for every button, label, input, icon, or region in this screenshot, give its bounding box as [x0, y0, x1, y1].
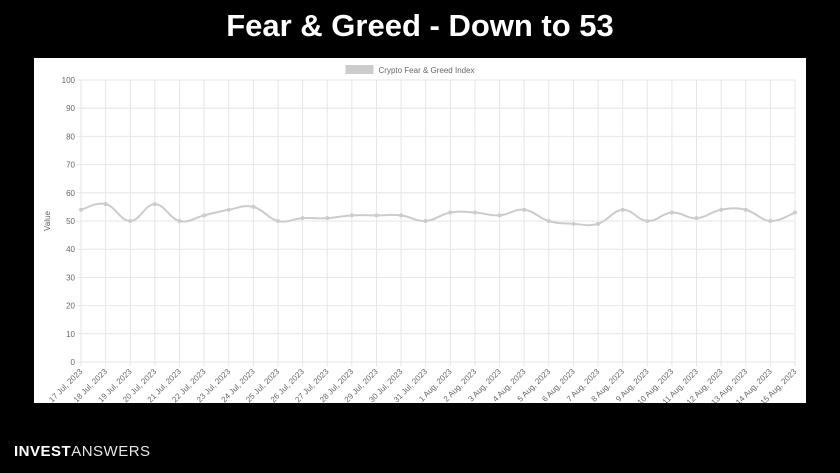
data-point [399, 213, 404, 218]
y-tick-label: 30 [66, 273, 75, 282]
y-tick-label: 20 [66, 302, 75, 311]
y-tick-label: 40 [66, 245, 75, 254]
y-tick-label: 100 [62, 76, 76, 85]
data-point [448, 210, 453, 215]
data-point [202, 213, 207, 218]
y-tick-label: 0 [71, 358, 76, 367]
data-point [103, 202, 108, 207]
data-point [472, 210, 477, 215]
y-tick-label: 10 [66, 330, 75, 339]
data-point [423, 219, 428, 223]
data-point [719, 207, 724, 212]
data-point [251, 204, 256, 209]
data-point [152, 202, 157, 207]
data-point [522, 207, 527, 212]
series-line [80, 202, 796, 227]
data-point [669, 210, 674, 215]
data-point [128, 219, 133, 223]
data-point [571, 221, 576, 226]
data-point [620, 207, 625, 212]
data-point [79, 207, 83, 212]
legend-swatch [345, 65, 374, 74]
y-axis-title: Value [43, 211, 52, 231]
data-point [793, 210, 797, 215]
data-point [275, 219, 280, 223]
data-point [546, 219, 551, 223]
data-point [374, 213, 379, 218]
brand-logo-part2: ANSWERS [71, 443, 151, 460]
data-point [177, 219, 182, 223]
data-point [743, 207, 748, 212]
slide-title: Fear & Greed - Down to 53 [226, 8, 614, 43]
brand-logo-part1: INVEST [14, 443, 72, 460]
data-point [694, 216, 699, 221]
data-point [349, 213, 354, 218]
legend-label: Crypto Fear & Greed Index [379, 66, 475, 75]
y-tick-label: 90 [66, 104, 75, 113]
brand-logo: INVESTANSWERS [14, 443, 151, 460]
y-tick-label: 80 [66, 132, 75, 141]
data-point [596, 221, 601, 226]
data-point [768, 219, 773, 223]
y-tick-label: 60 [66, 189, 75, 198]
chart-panel: 0 10 20 30 40 50 60 70 80 90 100 17 Jul, 2023 18 Jul… [34, 58, 806, 403]
data-point [645, 219, 650, 223]
data-point [226, 207, 231, 212]
data-point [300, 216, 305, 221]
data-point [497, 213, 502, 218]
y-tick-label: 50 [66, 217, 75, 226]
y-tick-label: 70 [66, 161, 75, 170]
data-point [325, 216, 330, 221]
